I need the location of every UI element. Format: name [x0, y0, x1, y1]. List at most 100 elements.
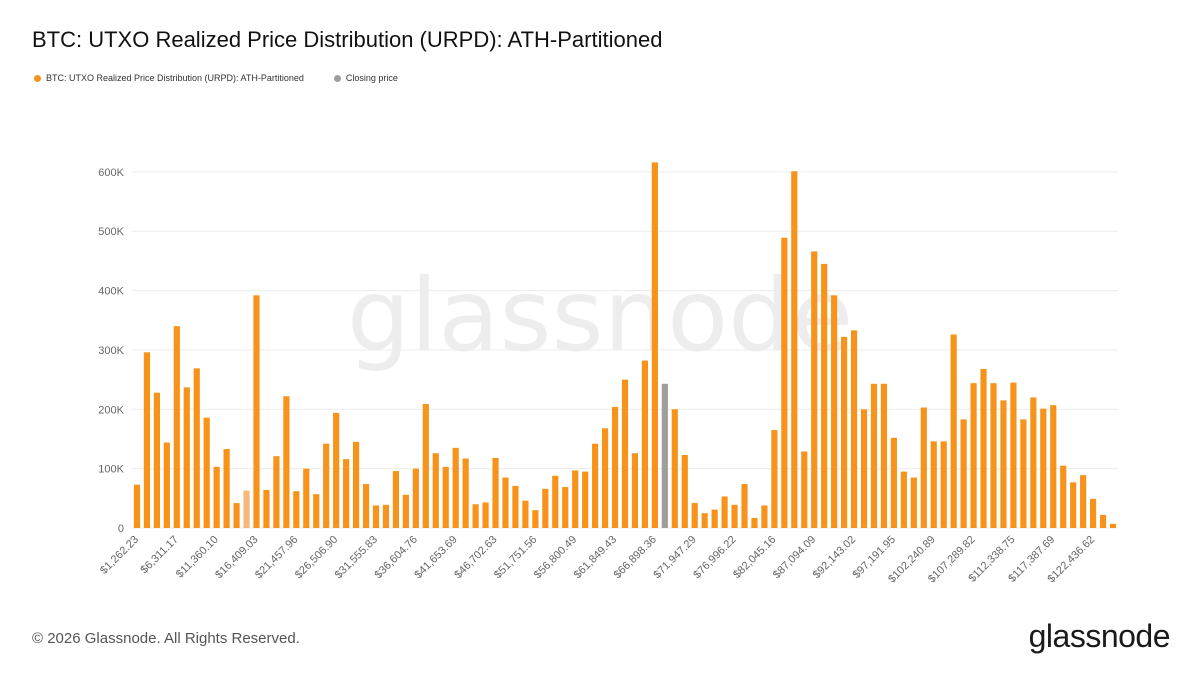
urpd-bar[interactable]	[333, 412, 340, 528]
urpd-bar[interactable]	[482, 502, 489, 528]
urpd-bar[interactable]	[671, 409, 678, 528]
urpd-bar[interactable]	[611, 406, 619, 528]
urpd-bar[interactable]	[532, 510, 539, 528]
urpd-bar[interactable]	[542, 488, 549, 528]
urpd-bar[interactable]	[582, 471, 589, 528]
urpd-bar[interactable]	[243, 490, 250, 528]
urpd-bar[interactable]	[153, 392, 160, 528]
urpd-bar[interactable]	[1070, 482, 1077, 528]
urpd-bar[interactable]	[641, 360, 648, 528]
urpd-bar[interactable]	[900, 471, 907, 528]
urpd-bar[interactable]	[412, 468, 419, 528]
urpd-bar[interactable]	[173, 326, 180, 528]
urpd-bar[interactable]	[841, 336, 848, 528]
urpd-bar[interactable]	[562, 487, 569, 528]
urpd-bar[interactable]	[1099, 514, 1107, 528]
urpd-bar[interactable]	[572, 470, 579, 528]
urpd-bar[interactable]	[143, 352, 151, 528]
urpd-bar[interactable]	[651, 162, 658, 528]
urpd-bar[interactable]	[860, 409, 868, 528]
urpd-bar[interactable]	[233, 503, 240, 528]
urpd-bar[interactable]	[1080, 475, 1087, 528]
urpd-bar[interactable]	[293, 491, 300, 528]
urpd-bar[interactable]	[850, 330, 858, 528]
urpd-bar[interactable]	[920, 407, 927, 528]
urpd-bar[interactable]	[601, 428, 609, 528]
urpd-bar[interactable]	[960, 419, 967, 528]
urpd-bar[interactable]	[771, 430, 778, 528]
urpd-bar[interactable]	[492, 457, 499, 528]
urpd-bar[interactable]	[283, 396, 290, 528]
urpd-bar[interactable]	[761, 505, 768, 528]
urpd-bar[interactable]	[223, 449, 230, 528]
urpd-bar[interactable]	[183, 387, 190, 528]
urpd-bar[interactable]	[751, 517, 758, 528]
urpd-bar[interactable]	[721, 496, 728, 528]
urpd-bar[interactable]	[1040, 408, 1047, 528]
urpd-bar[interactable]	[801, 451, 808, 528]
urpd-bar[interactable]	[402, 494, 409, 528]
urpd-bar[interactable]	[1010, 382, 1017, 528]
urpd-bar[interactable]	[821, 263, 828, 528]
urpd-bar[interactable]	[701, 513, 708, 528]
urpd-bar[interactable]	[1090, 498, 1097, 528]
urpd-bar[interactable]	[472, 504, 479, 528]
urpd-bar[interactable]	[372, 505, 380, 528]
urpd-bar[interactable]	[831, 295, 838, 528]
urpd-bar[interactable]	[631, 453, 639, 528]
urpd-bar[interactable]	[362, 484, 370, 528]
urpd-bar[interactable]	[970, 383, 977, 528]
legend-item-urpd[interactable]: BTC: UTXO Realized Price Distribution (U…	[34, 73, 304, 83]
urpd-bar[interactable]	[930, 441, 937, 528]
urpd-bar[interactable]	[133, 484, 141, 528]
urpd-bar[interactable]	[592, 443, 599, 528]
urpd-bar[interactable]	[343, 459, 350, 528]
legend-item-closing[interactable]: Closing price	[333, 73, 398, 83]
urpd-bar[interactable]	[522, 500, 529, 528]
urpd-bar[interactable]	[870, 383, 878, 528]
urpd-bar[interactable]	[890, 437, 897, 528]
urpd-bar[interactable]	[442, 466, 449, 528]
urpd-bar[interactable]	[323, 443, 330, 528]
urpd-bar[interactable]	[681, 454, 688, 528]
urpd-bar[interactable]	[1000, 400, 1007, 528]
urpd-bar[interactable]	[741, 484, 748, 528]
urpd-bar[interactable]	[432, 453, 439, 528]
urpd-bar[interactable]	[1050, 405, 1057, 528]
urpd-bar[interactable]	[512, 485, 519, 528]
urpd-bar[interactable]	[691, 503, 698, 528]
urpd-bar[interactable]	[552, 475, 559, 528]
urpd-bar[interactable]	[1109, 523, 1117, 528]
urpd-bar[interactable]	[193, 368, 200, 528]
urpd-bar[interactable]	[990, 383, 997, 528]
urpd-bar[interactable]	[731, 504, 738, 528]
urpd-bar[interactable]	[452, 447, 459, 528]
urpd-bar[interactable]	[1020, 419, 1027, 528]
urpd-bar[interactable]	[163, 442, 170, 528]
urpd-bar[interactable]	[502, 477, 509, 528]
urpd-bar[interactable]	[462, 458, 469, 528]
closing-price-bar[interactable]	[661, 383, 668, 528]
urpd-bar[interactable]	[910, 477, 917, 528]
urpd-bar[interactable]	[382, 504, 390, 528]
urpd-bar[interactable]	[313, 494, 320, 528]
urpd-bar[interactable]	[203, 417, 210, 528]
urpd-bar[interactable]	[880, 383, 888, 528]
urpd-bar[interactable]	[950, 334, 957, 529]
urpd-bar[interactable]	[422, 403, 429, 528]
urpd-bar[interactable]	[392, 471, 400, 528]
urpd-bar[interactable]	[940, 441, 947, 528]
urpd-bar[interactable]	[811, 251, 818, 528]
urpd-bar[interactable]	[213, 466, 220, 528]
urpd-bar[interactable]	[253, 295, 260, 528]
urpd-bar[interactable]	[303, 468, 310, 528]
urpd-bar[interactable]	[263, 490, 270, 528]
glassnode-logo[interactable]: glassnode	[1028, 618, 1171, 654]
urpd-bar[interactable]	[1030, 397, 1037, 528]
urpd-bar[interactable]	[791, 171, 798, 528]
urpd-bar[interactable]	[273, 456, 280, 528]
urpd-bar[interactable]	[353, 441, 360, 528]
urpd-bar[interactable]	[711, 509, 718, 528]
urpd-bar[interactable]	[621, 379, 629, 528]
urpd-bar[interactable]	[781, 237, 788, 528]
